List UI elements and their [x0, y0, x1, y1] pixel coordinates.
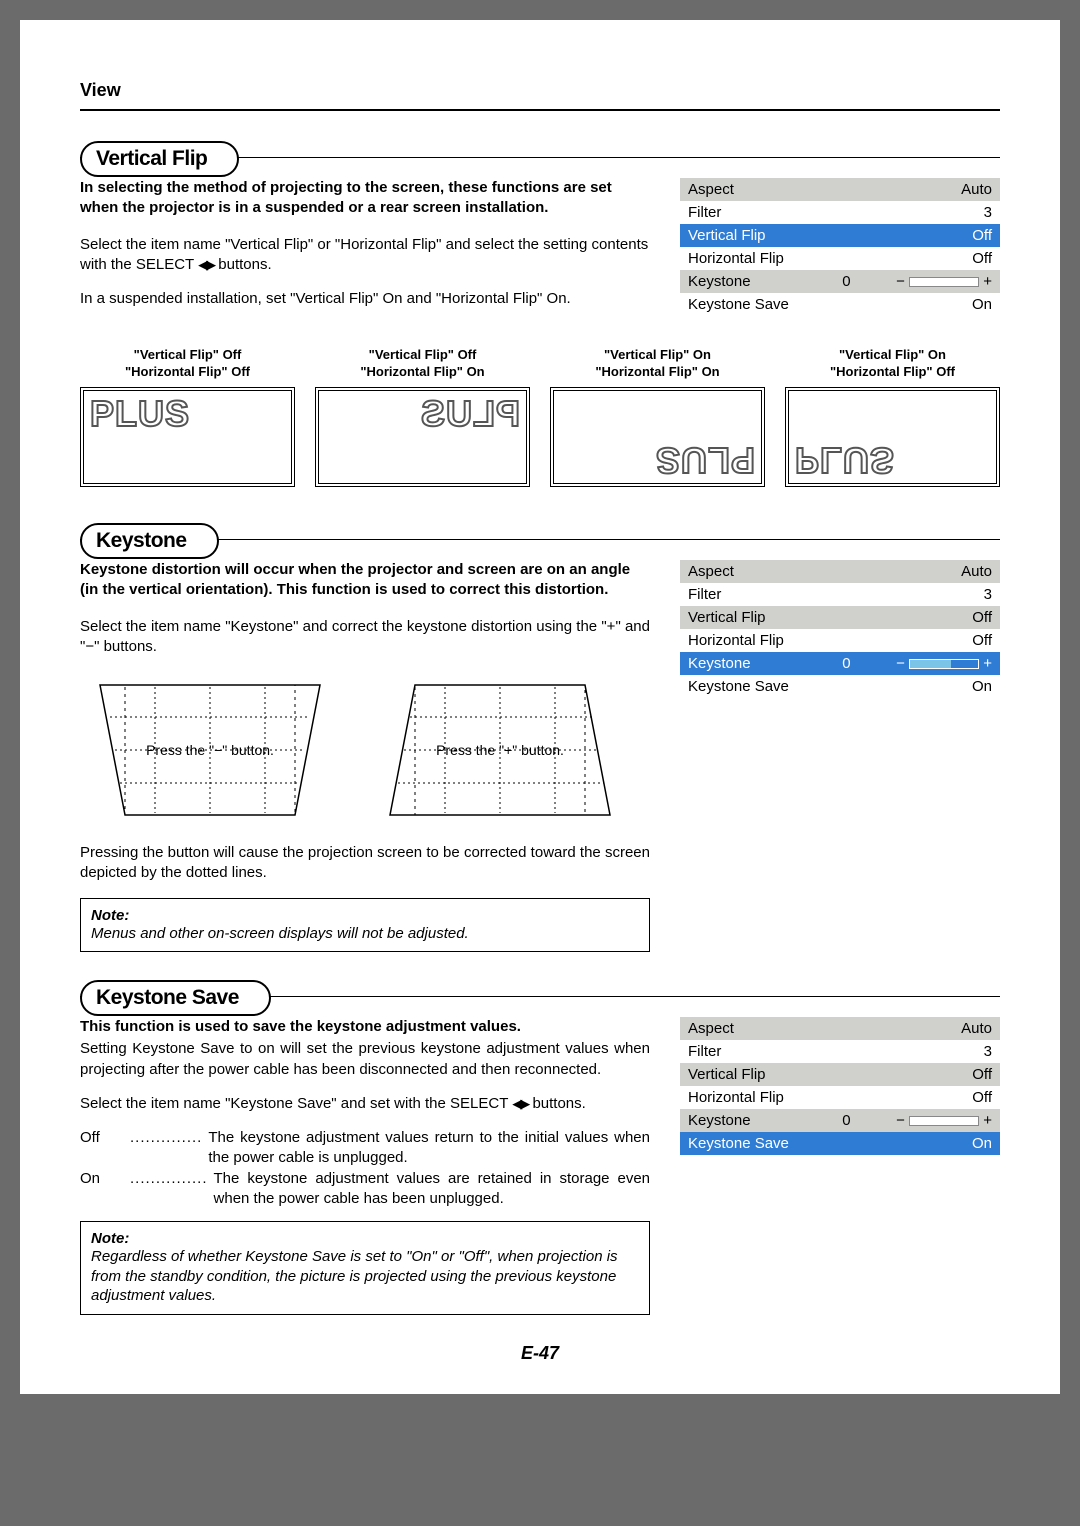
flip-examples: "Vertical Flip" Off"Horizontal Flip" Off… [80, 347, 1000, 487]
section-title-keystone: Keystone [80, 523, 219, 559]
flip-example-3: "Vertical Flip" On"Horizontal Flip" On P… [550, 347, 765, 487]
vflip-instruction: Select the item name "Vertical Flip" or … [80, 235, 650, 276]
menu-row: AspectAuto [680, 178, 1000, 201]
keystone-diagram-plus: Press the "+" button. [370, 675, 630, 825]
keystone-diagrams: Press the "−" button. Press the "+" butt… [80, 675, 650, 825]
keystone-intro: Keystone distortion will occur when the … [80, 560, 650, 601]
page-number: E-47 [80, 1343, 1000, 1364]
keystone-instruction: Select the item name "Keystone" and corr… [80, 617, 650, 658]
def-on: On ............... The keystone adjustme… [80, 1169, 650, 1210]
menu-row: Horizontal FlipOff [680, 1086, 1000, 1109]
plus-logo: PLUS [655, 439, 755, 481]
menu-row-highlighted: Keystone SaveOn [680, 1132, 1000, 1155]
flip-example-2: "Vertical Flip" Off"Horizontal Flip" On … [315, 347, 530, 487]
slider-icon [909, 1116, 979, 1126]
ksave-instruction: Select the item name "Keystone Save" and… [80, 1094, 650, 1114]
menu-row: AspectAuto [680, 1017, 1000, 1040]
menu-row: Vertical FlipOff [680, 606, 1000, 629]
osd-menu-table-2: AspectAuto Filter3 Vertical FlipOff Hori… [680, 560, 1000, 698]
note-box: Note: Regardless of whether Keystone Sav… [80, 1221, 650, 1315]
ksave-intro: This function is used to save the keysto… [80, 1017, 650, 1037]
menu-row: Filter3 [680, 1040, 1000, 1063]
menu-row: Horizontal FlipOff [680, 247, 1000, 270]
flip-example-4: "Vertical Flip" On"Horizontal Flip" Off … [785, 347, 1000, 487]
flip-example-1: "Vertical Flip" Off"Horizontal Flip" Off… [80, 347, 295, 487]
menu-row: Keystone SaveOn [680, 293, 1000, 316]
menu-row: Keystone0− + [680, 1109, 1000, 1132]
menu-row: Horizontal FlipOff [680, 629, 1000, 652]
plus-logo: PLUS [420, 393, 520, 435]
menu-row: AspectAuto [680, 560, 1000, 583]
keystone-result: Pressing the button will cause the proje… [80, 843, 650, 884]
ksave-desc: Setting Keystone Save to on will set the… [80, 1039, 650, 1080]
menu-row: Filter3 [680, 201, 1000, 224]
slider-icon [909, 659, 979, 669]
menu-row: Keystone0− + [680, 270, 1000, 293]
menu-row: Keystone SaveOn [680, 675, 1000, 698]
note-box: Note: Menus and other on-screen displays… [80, 898, 650, 953]
section-title-keystone-save: Keystone Save [80, 980, 271, 1016]
manual-page: View Vertical Flip In selecting the meth… [20, 20, 1060, 1394]
plus-logo: PLUS [90, 393, 190, 435]
select-arrows-icon: ◀▶ [512, 1096, 528, 1111]
def-off: Off .............. The keystone adjustme… [80, 1128, 650, 1169]
vflip-intro: In selecting the method of projecting to… [80, 178, 650, 219]
osd-menu-table-3: AspectAuto Filter3 Vertical FlipOff Hori… [680, 1017, 1000, 1155]
section-title-vertical-flip: Vertical Flip [80, 141, 239, 177]
menu-row-highlighted: Vertical FlipOff [680, 224, 1000, 247]
header-rule [80, 109, 1000, 111]
slider-icon [909, 277, 979, 287]
menu-row: Filter3 [680, 583, 1000, 606]
menu-row: Vertical FlipOff [680, 1063, 1000, 1086]
keystone-diagram-minus: Press the "−" button. [80, 675, 340, 825]
page-header: View [80, 80, 1000, 101]
osd-menu-table-1: AspectAuto Filter3 Vertical FlipOff Hori… [680, 178, 1000, 316]
select-arrows-icon: ◀▶ [198, 257, 214, 272]
plus-logo: PLUS [795, 439, 895, 481]
menu-row-highlighted: Keystone0− + [680, 652, 1000, 675]
vflip-note: In a suspended installation, set "Vertic… [80, 289, 650, 309]
